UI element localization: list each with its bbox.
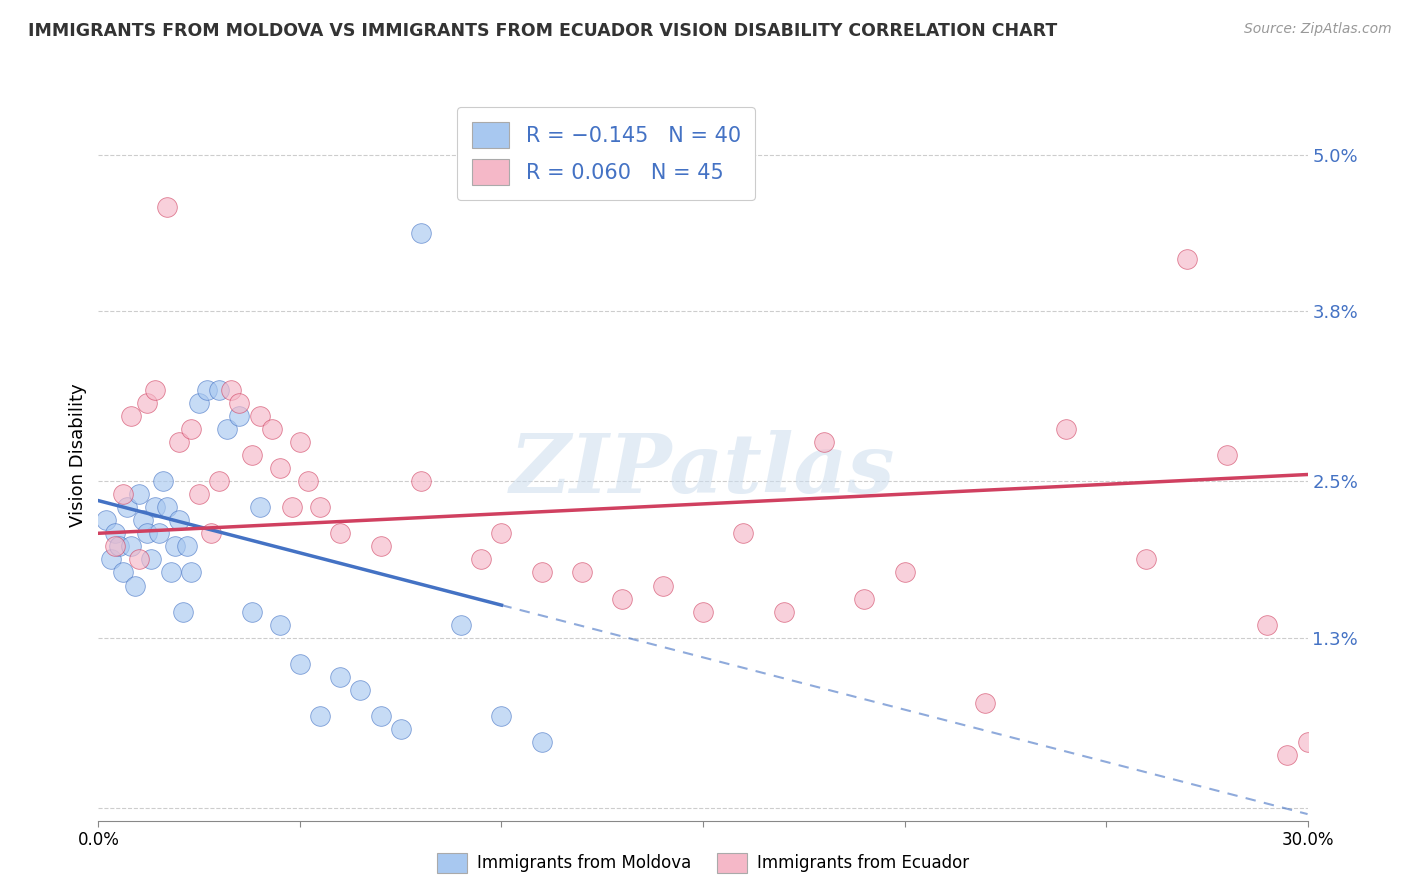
Point bbox=[269, 617, 291, 632]
Point bbox=[389, 723, 412, 737]
Point bbox=[530, 735, 553, 749]
Point bbox=[135, 526, 157, 541]
Point bbox=[450, 617, 472, 632]
Point bbox=[96, 513, 118, 527]
Point bbox=[240, 605, 263, 619]
Point bbox=[228, 409, 250, 423]
Point bbox=[491, 709, 513, 723]
Point bbox=[470, 552, 492, 566]
Point bbox=[172, 605, 194, 619]
Point bbox=[370, 709, 392, 723]
Point bbox=[115, 500, 138, 515]
Point bbox=[100, 552, 122, 566]
Text: Source: ZipAtlas.com: Source: ZipAtlas.com bbox=[1244, 22, 1392, 37]
Point bbox=[188, 487, 211, 501]
Point bbox=[309, 500, 332, 515]
Point bbox=[107, 539, 129, 553]
Legend: Immigrants from Moldova, Immigrants from Ecuador: Immigrants from Moldova, Immigrants from… bbox=[430, 847, 976, 880]
Text: ZIPatlas: ZIPatlas bbox=[510, 430, 896, 509]
Point bbox=[309, 709, 332, 723]
Legend: R = −0.145   N = 40, R = 0.060   N = 45: R = −0.145 N = 40, R = 0.060 N = 45 bbox=[457, 107, 755, 200]
Point bbox=[530, 566, 553, 580]
Point bbox=[651, 578, 673, 592]
Point bbox=[128, 487, 150, 501]
Point bbox=[1277, 748, 1299, 763]
Point bbox=[288, 657, 311, 671]
Point bbox=[188, 395, 211, 409]
Point bbox=[120, 539, 142, 553]
Point bbox=[221, 383, 243, 397]
Point bbox=[143, 383, 166, 397]
Point bbox=[733, 526, 755, 541]
Point bbox=[156, 200, 179, 214]
Point bbox=[132, 513, 155, 527]
Point bbox=[297, 474, 319, 488]
Point bbox=[152, 474, 174, 488]
Point bbox=[329, 670, 352, 684]
Point bbox=[180, 566, 202, 580]
Point bbox=[120, 409, 142, 423]
Point bbox=[111, 566, 134, 580]
Point bbox=[200, 526, 222, 541]
Point bbox=[128, 552, 150, 566]
Point bbox=[612, 591, 634, 606]
Point bbox=[167, 513, 190, 527]
Point bbox=[208, 383, 231, 397]
Point bbox=[1135, 552, 1157, 566]
Point bbox=[349, 683, 371, 698]
Point bbox=[111, 487, 134, 501]
Point bbox=[571, 566, 593, 580]
Point bbox=[143, 500, 166, 515]
Point bbox=[853, 591, 876, 606]
Point bbox=[893, 566, 915, 580]
Point bbox=[1054, 422, 1077, 436]
Point bbox=[1216, 448, 1239, 462]
Point bbox=[228, 395, 250, 409]
Point bbox=[167, 434, 190, 449]
Point bbox=[370, 539, 392, 553]
Point bbox=[135, 395, 157, 409]
Point bbox=[240, 448, 263, 462]
Point bbox=[156, 500, 179, 515]
Point bbox=[1256, 617, 1278, 632]
Point bbox=[281, 500, 304, 515]
Y-axis label: Vision Disability: Vision Disability bbox=[69, 383, 87, 527]
Point bbox=[772, 605, 794, 619]
Point bbox=[974, 696, 997, 710]
Point bbox=[180, 422, 202, 436]
Point bbox=[1296, 735, 1319, 749]
Point bbox=[176, 539, 198, 553]
Point bbox=[288, 434, 311, 449]
Point bbox=[208, 474, 231, 488]
Point bbox=[139, 552, 162, 566]
Point bbox=[124, 578, 146, 592]
Point bbox=[217, 422, 239, 436]
Point bbox=[103, 526, 125, 541]
Point bbox=[103, 539, 125, 553]
Point bbox=[160, 566, 183, 580]
Point bbox=[329, 526, 352, 541]
Point bbox=[195, 383, 218, 397]
Text: IMMIGRANTS FROM MOLDOVA VS IMMIGRANTS FROM ECUADOR VISION DISABILITY CORRELATION: IMMIGRANTS FROM MOLDOVA VS IMMIGRANTS FR… bbox=[28, 22, 1057, 40]
Point bbox=[148, 526, 170, 541]
Point bbox=[249, 500, 271, 515]
Point bbox=[409, 226, 432, 240]
Point bbox=[409, 474, 432, 488]
Point bbox=[1175, 252, 1198, 266]
Point bbox=[692, 605, 714, 619]
Point bbox=[269, 461, 291, 475]
Point bbox=[260, 422, 283, 436]
Point bbox=[813, 434, 835, 449]
Point bbox=[163, 539, 186, 553]
Point bbox=[491, 526, 513, 541]
Point bbox=[249, 409, 271, 423]
